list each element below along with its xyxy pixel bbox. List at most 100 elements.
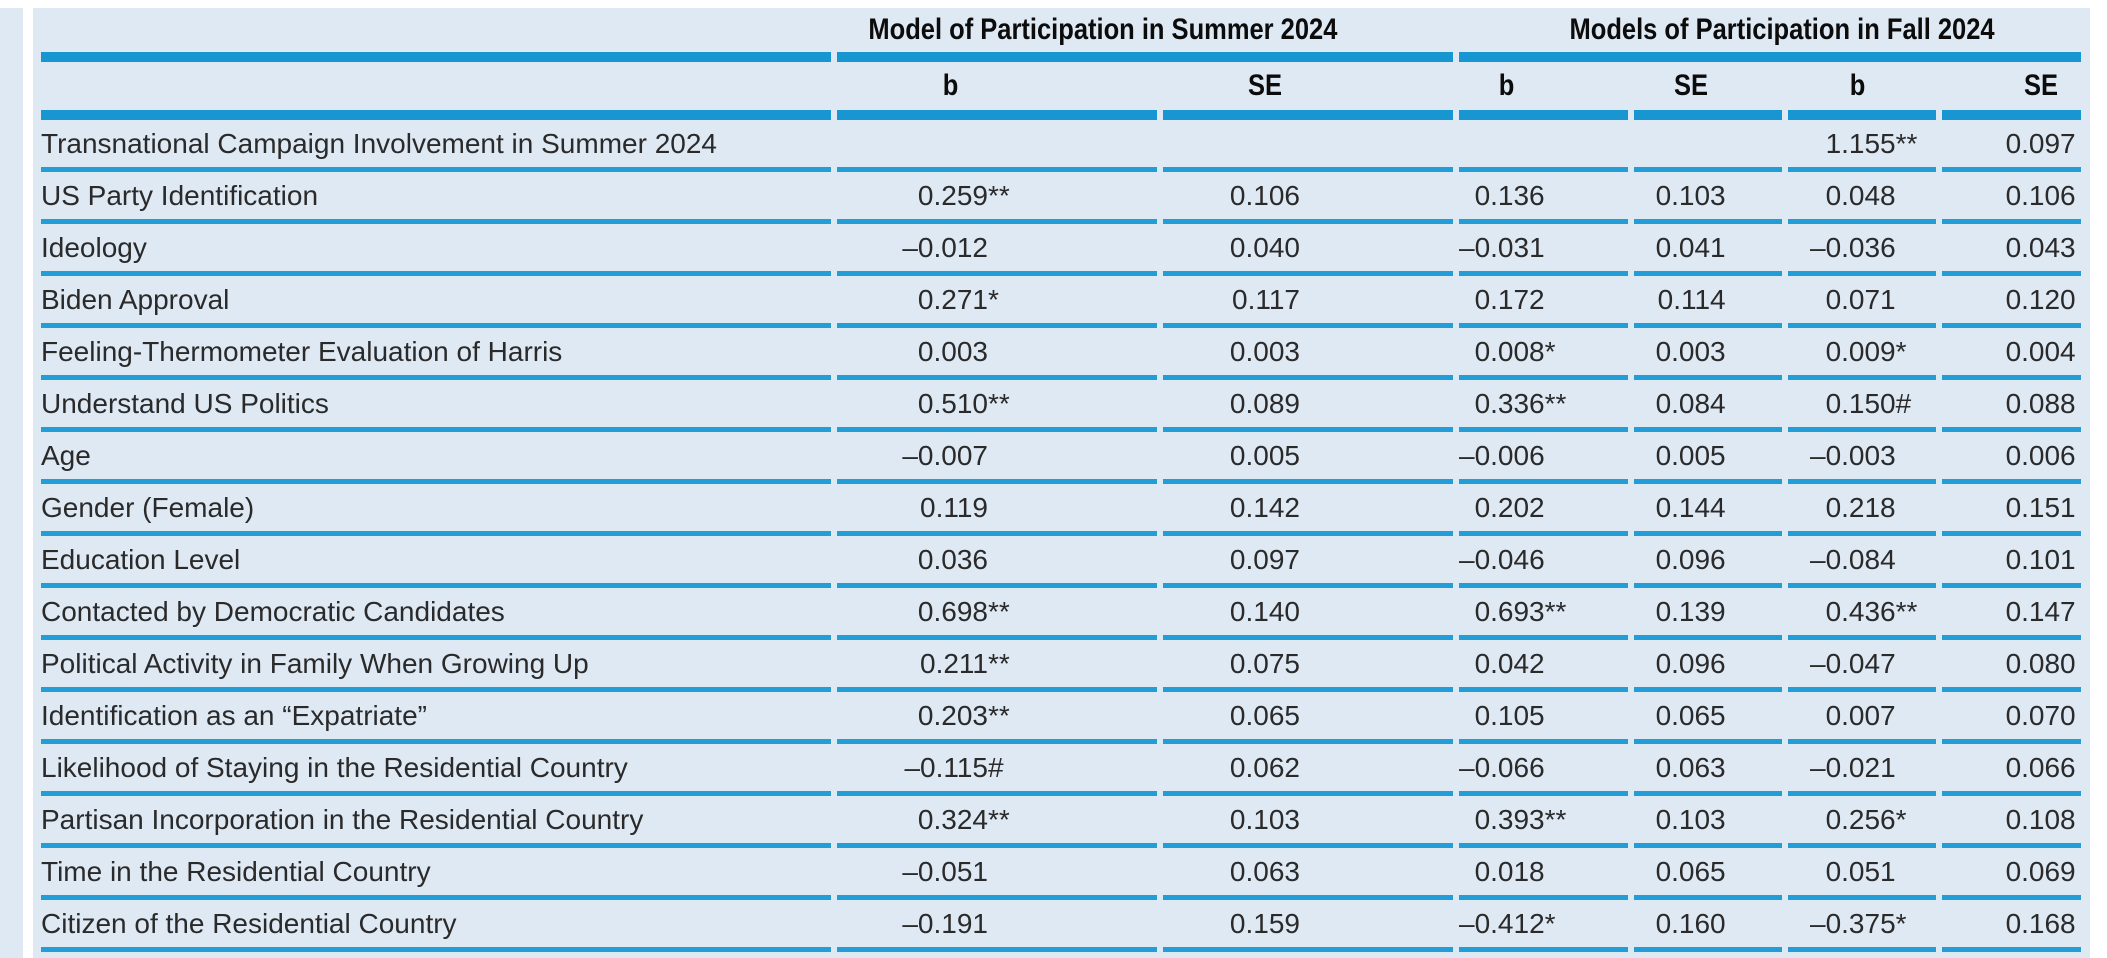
table-row: Feeling-Thermometer Evaluation of Harris… xyxy=(41,328,2081,380)
row-label: Transnational Campaign Involvement in Su… xyxy=(41,120,831,172)
coefficient-value: 0.089 xyxy=(1229,387,1300,419)
value-cell: 0.040 xyxy=(1163,224,1453,276)
coefficient-value: 0.007 xyxy=(1825,699,1896,731)
coefficient-value: 0.036 xyxy=(917,543,988,575)
value-cell: 0.003 xyxy=(1163,328,1453,380)
value-cell xyxy=(1163,120,1453,172)
value-cell: –0.412 * xyxy=(1459,900,1628,952)
value-cell: 0.101 xyxy=(1941,536,2081,588)
value-cell: 0.088 xyxy=(1941,380,2081,432)
coefficient-value: –0.191 xyxy=(902,907,988,939)
coefficient-value: 0.103 xyxy=(1229,803,1300,835)
column-header-label: b xyxy=(1499,69,1515,102)
value-cell: –0.066 xyxy=(1459,744,1628,796)
value-cell: 0.065 xyxy=(1633,692,1782,744)
coefficient-value: 0.069 xyxy=(2005,855,2076,887)
coefficient-value: –0.007 xyxy=(902,439,988,471)
value-cell: –0.036 xyxy=(1787,224,1936,276)
coefficient-value: 0.088 xyxy=(2005,387,2076,419)
value-cell: 0.393 ** xyxy=(1459,796,1628,848)
column-group-label: Models of Participation in Fall 2024 xyxy=(1569,13,1995,46)
value-cell: 1.155 ** xyxy=(1787,120,1936,172)
value-cell: 0.036 xyxy=(837,536,1157,588)
coefficient-value: 1.155 ** xyxy=(1825,127,1918,159)
value-cell: 0.172 xyxy=(1459,276,1628,328)
row-label: Age xyxy=(41,432,831,484)
coefficient-value: 0.084 xyxy=(1655,387,1726,419)
value-cell: –0.003 xyxy=(1787,432,1936,484)
value-cell: 0.120 xyxy=(1941,276,2081,328)
value-cell: 0.114 xyxy=(1633,276,1782,328)
coefficient-value: –0.066 xyxy=(1459,751,1545,783)
value-cell: 0.168 xyxy=(1941,900,2081,952)
coefficient-value: 0.698 ** xyxy=(917,595,1010,627)
significance-marker: * xyxy=(1895,907,1907,939)
table-row: Transnational Campaign Involvement in Su… xyxy=(41,120,2081,172)
value-cell: 0.096 xyxy=(1633,536,1782,588)
row-label: Political Activity in Family When Growin… xyxy=(41,640,831,692)
table-row: Time in the Residential Country –0.051 0.0… xyxy=(41,848,2081,900)
column-group-header: Model of Participation in Summer 2024 xyxy=(837,8,1453,62)
value-cell: 0.211 ** xyxy=(837,640,1157,692)
value-cell: 0.065 xyxy=(1163,692,1453,744)
value-cell: 0.144 xyxy=(1633,484,1782,536)
value-cell: 0.160 xyxy=(1633,900,1782,952)
coefficient-value: 0.063 xyxy=(1655,751,1726,783)
value-cell: 0.159 xyxy=(1163,900,1453,952)
value-cell: 0.018 xyxy=(1459,848,1628,900)
column-group-header: Models of Participation in Fall 2024 xyxy=(1459,8,2081,62)
value-cell: –0.021 xyxy=(1787,744,1936,796)
coefficient-value: 0.071 xyxy=(1825,283,1896,315)
table-row: Likelihood of Staying in the Residential… xyxy=(41,744,2081,796)
coefficient-value: 0.051 xyxy=(1825,855,1896,887)
coefficient-value: –0.047 xyxy=(1810,647,1896,679)
coefficient-value: 0.172 xyxy=(1474,283,1545,315)
table-row: US Party Identification 0.259 ** 0.106 0.136… xyxy=(41,172,2081,224)
value-cell: 0.003 xyxy=(1633,328,1782,380)
value-cell: 0.008 * xyxy=(1459,328,1628,380)
value-cell: 0.140 xyxy=(1163,588,1453,640)
value-cell: 0.103 xyxy=(1633,172,1782,224)
table-row: Contacted by Democratic Candidates 0.698 *… xyxy=(41,588,2081,640)
coefficient-value: 0.106 xyxy=(1229,179,1300,211)
coefficient-value: 0.336 ** xyxy=(1474,387,1567,419)
value-cell: 0.043 xyxy=(1941,224,2081,276)
column-header-label: b xyxy=(1850,69,1866,102)
value-cell: 0.139 xyxy=(1633,588,1782,640)
value-cell: 0.069 xyxy=(1941,848,2081,900)
value-cell: 0.103 xyxy=(1633,796,1782,848)
significance-marker: # xyxy=(988,751,1004,783)
significance-marker: ** xyxy=(1895,127,1918,159)
coefficient-value: 0.042 xyxy=(1474,647,1545,679)
coefficient-value: –0.021 xyxy=(1810,751,1896,783)
value-cell: 0.106 xyxy=(1163,172,1453,224)
coefficient-value: 0.693 ** xyxy=(1474,595,1567,627)
coefficient-value: 0.203 ** xyxy=(917,699,1010,731)
significance-marker: * xyxy=(1544,907,1556,939)
significance-marker: * xyxy=(1895,335,1907,367)
coefficient-value: –0.115 # xyxy=(904,751,1004,783)
value-cell: 0.150 # xyxy=(1787,380,1936,432)
value-cell: 0.693 ** xyxy=(1459,588,1628,640)
coefficient-value: 0.150 # xyxy=(1825,387,1912,419)
coefficient-value: –0.031 xyxy=(1459,231,1545,263)
value-cell: –0.191 xyxy=(837,900,1157,952)
row-label: Likelihood of Staying in the Residential… xyxy=(41,744,831,796)
coefficient-value: –0.084 xyxy=(1810,543,1896,575)
value-cell: 0.203 ** xyxy=(837,692,1157,744)
significance-marker: * xyxy=(988,283,999,315)
value-cell: 0.436 ** xyxy=(1787,588,1936,640)
column-header-row: b SE b SE b SE xyxy=(41,62,2081,120)
column-header-label: SE xyxy=(1247,69,1282,102)
column-header-se: SE xyxy=(1633,62,1782,120)
value-cell xyxy=(1459,120,1628,172)
coefficient-value: 0.041 xyxy=(1655,231,1726,263)
column-group-row: Model of Participation in Summer 2024 Mod… xyxy=(41,8,2081,62)
table-header: Model of Participation in Summer 2024 Mod… xyxy=(41,8,2081,120)
row-label: US Party Identification xyxy=(41,172,831,224)
coefficient-value: 0.151 xyxy=(2005,491,2076,523)
significance-marker: ** xyxy=(988,595,1010,627)
coefficient-value: 0.003 xyxy=(1655,335,1726,367)
value-cell: 0.256 * xyxy=(1787,796,1936,848)
value-cell: 0.136 xyxy=(1459,172,1628,224)
